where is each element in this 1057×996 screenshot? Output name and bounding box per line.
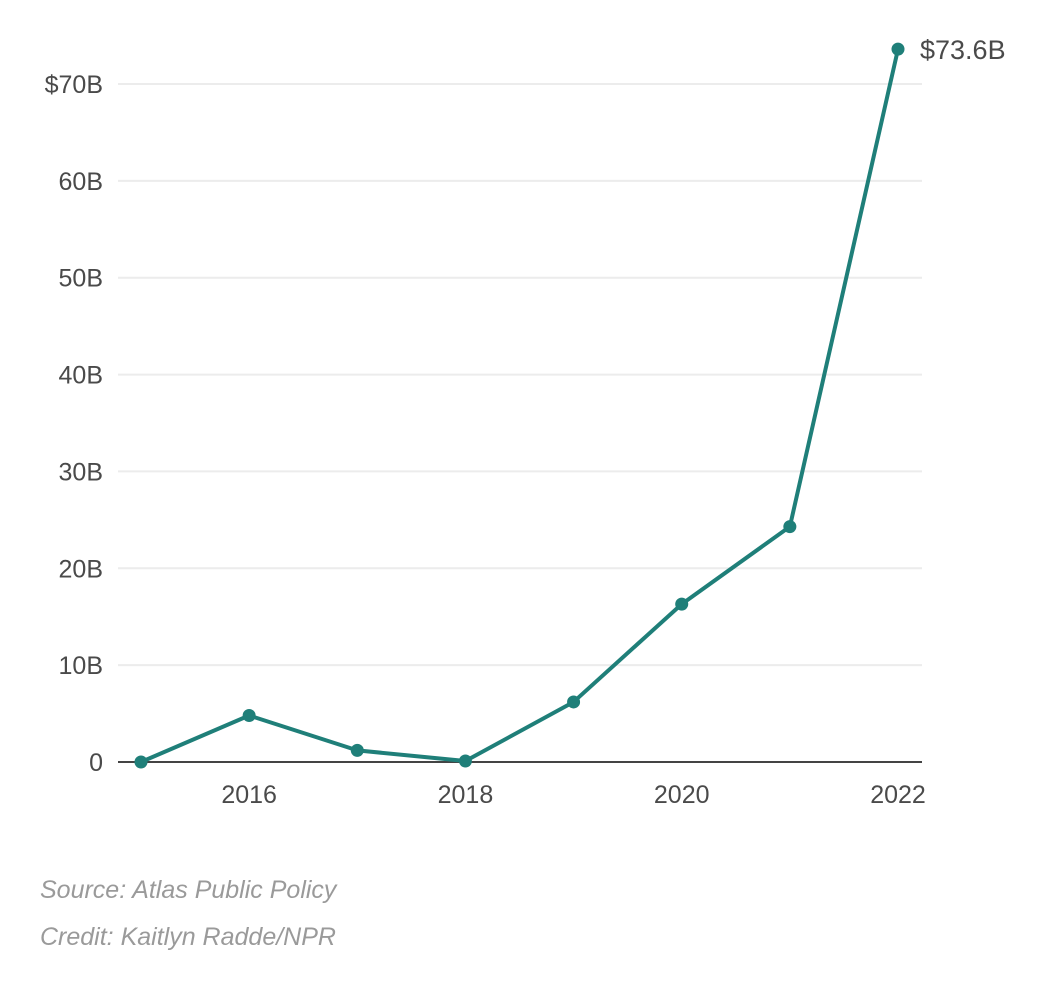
- data-point-2021: [783, 520, 797, 534]
- source-note: Source: Atlas Public Policy: [40, 876, 337, 904]
- x-tick-label: 2018: [438, 781, 494, 809]
- y-tick-label: 0: [89, 749, 103, 777]
- x-tick-label: 2022: [870, 781, 926, 809]
- y-tick-label: $70B: [45, 71, 103, 99]
- credit-note: Credit: Kaitlyn Radde/NPR: [40, 923, 336, 951]
- y-axis-tick-labels: 0 10B 20B 30B 40B 50B 60B $70B: [45, 71, 103, 777]
- y-tick-label: 60B: [59, 168, 103, 196]
- y-tick-label: 10B: [59, 652, 103, 680]
- x-axis-tick-labels: 2016 2018 2020 2022: [221, 781, 925, 809]
- y-tick-label: 50B: [59, 265, 103, 293]
- y-tick-label: 20B: [59, 555, 103, 583]
- data-point-2018: [458, 754, 472, 768]
- data-point-2016: [242, 709, 256, 723]
- data-point-2019: [567, 695, 581, 709]
- data-point-2022: [891, 42, 905, 56]
- end-value-label: $73.6B: [920, 35, 1006, 65]
- x-tick-label: 2020: [654, 781, 710, 809]
- y-tick-label: 30B: [59, 458, 103, 486]
- series-layer: [134, 42, 905, 769]
- series-line: [139, 47, 900, 764]
- x-tick-label: 2016: [221, 781, 277, 809]
- data-label-layer: $73.6B: [920, 35, 1006, 65]
- line-chart: 0 10B 20B 30B 40B 50B 60B $70B 2016 2018 2020 2022…: [45, 35, 1006, 809]
- y-tick-label: 40B: [59, 362, 103, 390]
- data-point-2017: [350, 743, 364, 757]
- gridlines: [118, 83, 922, 763]
- data-point-2020: [675, 597, 689, 611]
- data-point-2015: [134, 755, 148, 769]
